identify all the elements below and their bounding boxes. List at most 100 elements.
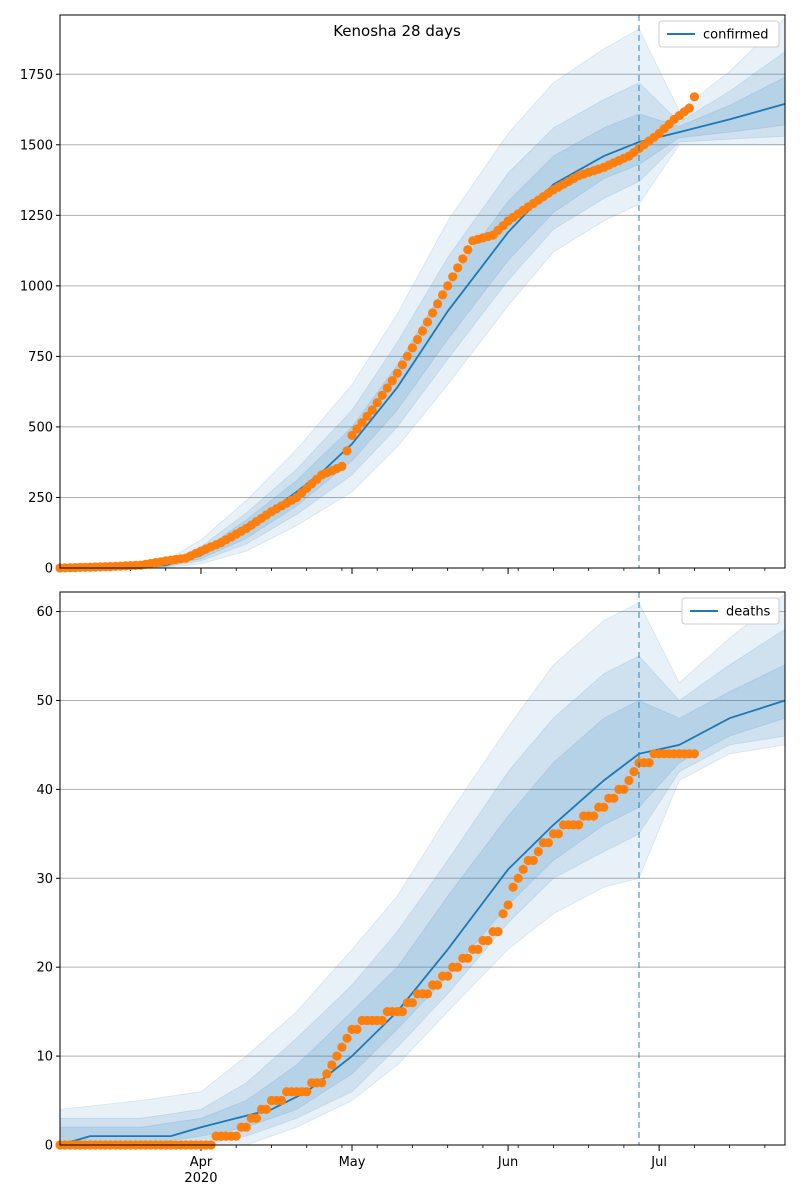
top-gridlines bbox=[60, 73, 785, 569]
confirmed-observed-point bbox=[342, 446, 352, 456]
deaths-observed-point bbox=[463, 953, 473, 963]
deaths-observed-point bbox=[553, 829, 564, 839]
confirmed-observed-point bbox=[372, 398, 382, 408]
confirmed-observed-point bbox=[438, 290, 448, 300]
confirmed-legend: confirmed bbox=[658, 20, 780, 48]
deaths-observed-point bbox=[518, 864, 528, 875]
deaths-observed-point bbox=[302, 1087, 312, 1097]
deaths-observed-point bbox=[493, 927, 503, 937]
legend-box bbox=[658, 20, 780, 48]
chart-title: Kenosha 28 days bbox=[333, 22, 461, 40]
x-tick-label: 2020 bbox=[184, 1171, 217, 1186]
confirmed-observed-point bbox=[377, 390, 387, 400]
confirmed-observed-point bbox=[684, 103, 694, 113]
confirmed-observed-point bbox=[347, 430, 357, 440]
deaths-observed-point bbox=[624, 775, 634, 786]
deaths-observed-point bbox=[528, 855, 538, 866]
legend-box bbox=[681, 597, 780, 625]
confirmed-y-tick-label: 500 bbox=[28, 420, 53, 435]
deaths-observed-point bbox=[422, 989, 433, 999]
deaths-observed-point bbox=[407, 998, 417, 1008]
confirmed-y-tick-label: 1250 bbox=[20, 209, 53, 224]
deaths-observed-point bbox=[327, 1060, 337, 1070]
deaths-observed-point bbox=[433, 980, 443, 990]
confirmed-observed-point bbox=[367, 405, 377, 415]
deaths-observed-point bbox=[397, 1007, 407, 1017]
confirmed-observed-point bbox=[422, 317, 433, 327]
top-axes-frame bbox=[59, 14, 786, 569]
x-tick-label: Apr bbox=[190, 1155, 213, 1170]
confirmed-observed-point bbox=[428, 308, 438, 318]
confirmed-observed-point bbox=[463, 245, 473, 255]
confirmed-observed-point bbox=[443, 281, 453, 291]
deaths-observed-point bbox=[261, 1104, 271, 1114]
x-tick-label: May bbox=[339, 1155, 366, 1170]
confirmed-y-tick-label: 0 bbox=[45, 562, 53, 577]
confirmed-y-tick-label: 1500 bbox=[20, 138, 53, 153]
deaths-observed-point bbox=[513, 873, 523, 883]
deaths-observed-point bbox=[251, 1113, 261, 1123]
deaths-y-tick-label: 10 bbox=[36, 1050, 53, 1065]
x-tick-label: Jul bbox=[650, 1155, 667, 1170]
deaths-observed-point bbox=[352, 1024, 362, 1034]
deaths-observed-point bbox=[377, 1015, 387, 1026]
deaths-observed-point bbox=[317, 1078, 327, 1088]
confirmed-observed-point bbox=[397, 360, 407, 370]
confirmed-observed-point bbox=[407, 343, 417, 353]
top-confidence-bands bbox=[59, 16, 786, 569]
top-y-ticks: 0 250 500 750 1000 1250 1500 1750 bbox=[20, 68, 60, 577]
confirmed-observed-point bbox=[387, 376, 397, 386]
confirmed-band-1 bbox=[59, 16, 786, 569]
confirmed-y-tick-label: 1750 bbox=[20, 68, 53, 83]
top-x-ticks bbox=[59, 568, 766, 574]
deaths-y-tick-label: 0 bbox=[45, 1139, 53, 1154]
confirmed-y-tick-label: 250 bbox=[28, 491, 53, 506]
confirmed-observed-point bbox=[337, 461, 347, 471]
deaths-y-tick-label: 40 bbox=[36, 783, 53, 798]
confirmed-observed-point bbox=[392, 368, 402, 378]
deaths-observed-point bbox=[443, 971, 453, 981]
confirmed-observed-point bbox=[458, 254, 468, 264]
deaths-observed-point bbox=[644, 758, 654, 768]
deaths-y-tick-label: 20 bbox=[36, 961, 53, 976]
confirmed-observed-point bbox=[417, 326, 428, 336]
deaths-band-1 bbox=[59, 592, 786, 1146]
deaths-observed-point bbox=[629, 767, 639, 777]
confirmed-panel: 0 250 500 750 1000 1250 1500 1750 Kenosha 28 da… bbox=[20, 14, 786, 577]
deaths-observed-point bbox=[689, 749, 700, 759]
deaths-observed-point bbox=[276, 1095, 287, 1106]
deaths-observed-point bbox=[342, 1033, 352, 1043]
deaths-y-tick-label: 60 bbox=[36, 605, 53, 620]
deaths-observed-point bbox=[483, 935, 493, 946]
deaths-observed-point bbox=[574, 820, 584, 830]
deaths-observed-point bbox=[508, 882, 518, 892]
deaths-observed-point bbox=[619, 784, 629, 795]
confirmed-observed-point bbox=[412, 334, 423, 345]
confirmed-observed-point bbox=[433, 299, 443, 309]
deaths-observed-point bbox=[503, 900, 513, 910]
deaths-observed-point bbox=[589, 811, 599, 821]
bottom-y-ticks: 0 10 20 30 40 50 60 bbox=[36, 605, 60, 1154]
confirmed-observed-point bbox=[352, 424, 362, 434]
confirmed-y-tick-label: 1000 bbox=[20, 279, 53, 294]
legend-label-confirmed: confirmed bbox=[703, 28, 769, 43]
x-tick-label: Jun bbox=[497, 1155, 518, 1170]
deaths-observed-point bbox=[241, 1122, 251, 1132]
deaths-observed-point bbox=[337, 1042, 347, 1052]
confirmed-observed-point bbox=[453, 263, 463, 273]
confirmed-observed-point bbox=[362, 411, 372, 421]
deaths-observed-point bbox=[498, 909, 508, 919]
deaths-observed-point bbox=[599, 802, 609, 812]
deaths-y-tick-label: 50 bbox=[36, 694, 53, 709]
deaths-observed-point bbox=[322, 1069, 332, 1079]
bottom-confidence-bands bbox=[59, 592, 786, 1146]
deaths-observed-point bbox=[609, 793, 619, 803]
confirmed-observed-points bbox=[55, 92, 700, 573]
deaths-observed-point bbox=[332, 1051, 342, 1061]
confirmed-observed-point bbox=[448, 272, 458, 282]
deaths-legend: deaths bbox=[681, 597, 780, 625]
deaths-y-tick-label: 30 bbox=[36, 872, 53, 887]
